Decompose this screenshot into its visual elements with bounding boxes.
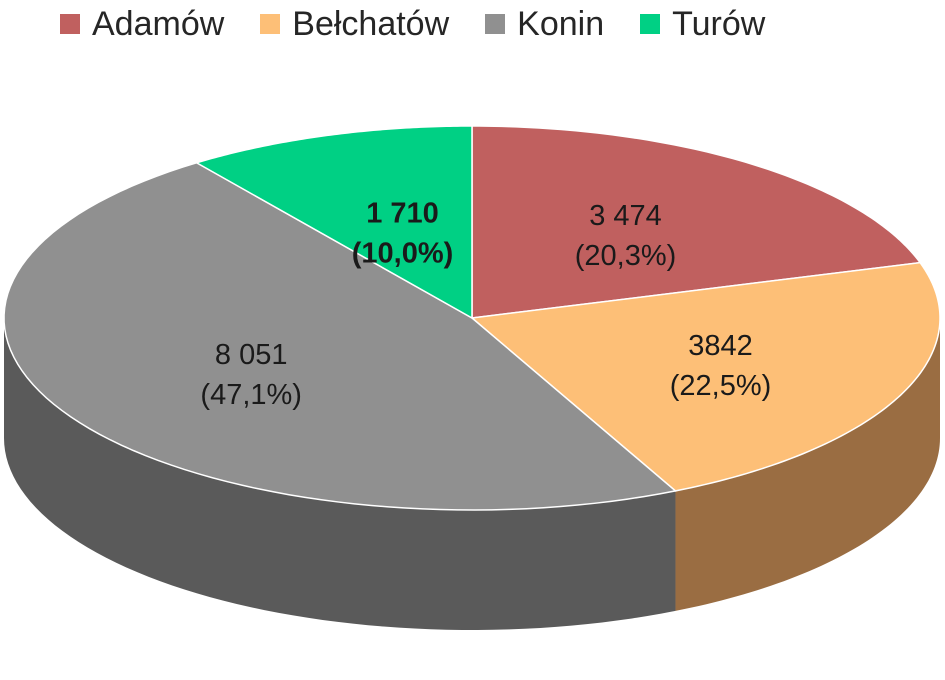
data-label-percent-adamow: (20,3%): [575, 240, 677, 272]
legend-swatch-adamow: [60, 14, 80, 34]
legend-swatch-konin: [485, 14, 506, 34]
legend-item-belchatow: Bełchatów: [260, 5, 449, 44]
chart-legend: Adamów Bełchatów Konin Turów: [60, 2, 765, 46]
side-wall-2: [4, 318, 676, 630]
pie-slice-adamow: [471, 125, 922, 319]
data-label-value-konin: 8 051: [215, 339, 288, 371]
pie-slice-konin: [3, 161, 678, 511]
pie-slice-belchatow: [470, 261, 941, 492]
legend-item-adamow: Adamów: [60, 5, 224, 44]
data-label-value-turow: 1 710: [366, 197, 439, 229]
data-label-percent-konin: (47,1%): [200, 379, 302, 411]
side-wall-1: [675, 318, 940, 611]
data-label-value-belchatow: 3842: [688, 330, 753, 362]
pie-top-slices: [3, 125, 941, 511]
legend-swatch-turow: [640, 14, 661, 34]
legend-item-konin: Konin: [485, 5, 604, 44]
legend-label-konin: Konin: [517, 4, 605, 43]
legend-swatch-belchatow: [260, 14, 281, 34]
pie-data-labels: 3 474 (20,3%) 3842 (22,5%) 8 051 (47,1%) 1 710…: [200, 197, 771, 411]
data-label-value-adamow: 3 474: [589, 200, 662, 232]
legend-item-turow: Turów: [640, 5, 765, 44]
pie-slice-turow: [194, 125, 473, 320]
data-label-percent-turow: (10,0%): [352, 237, 454, 269]
legend-label-adamow: Adamów: [92, 4, 225, 43]
legend-label-belchatow: Bełchatów: [292, 4, 450, 43]
pie-side-walls: [4, 318, 940, 630]
legend-label-turow: Turów: [672, 4, 766, 43]
data-label-percent-belchatow: (22,5%): [670, 370, 772, 402]
